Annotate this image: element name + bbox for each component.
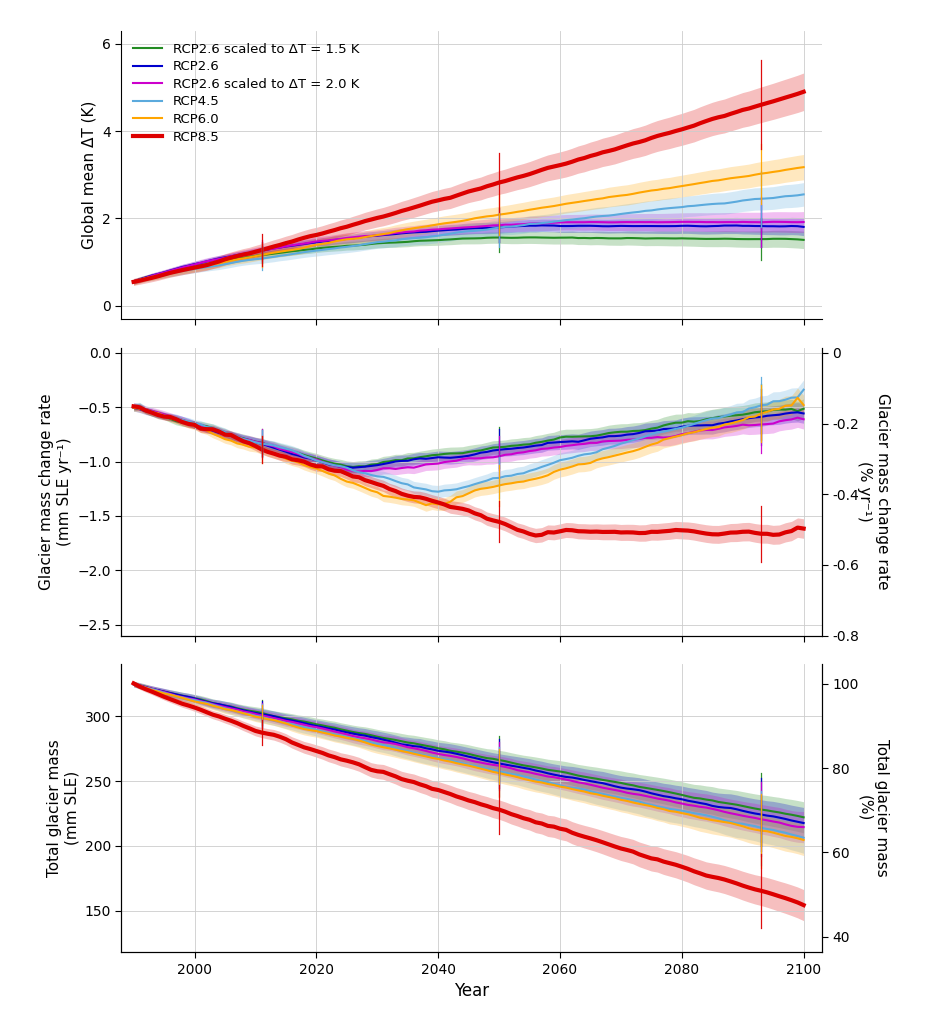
- RCP2.6 scaled to ΔT = 1.5 K: [524, 231, 535, 244]
- X-axis label: Year: Year: [454, 982, 489, 1000]
- RCP2.6: [299, 238, 310, 250]
- RCP8.5: [439, 193, 450, 205]
- RCP4.5: [517, 219, 529, 231]
- RCP2.6 scaled to ΔT = 2.0 K: [280, 241, 291, 253]
- Y-axis label: Global mean ΔT (K): Global mean ΔT (K): [81, 100, 96, 249]
- RCP2.6 scaled to ΔT = 2.0 K: [128, 275, 139, 288]
- RCP2.6: [517, 220, 529, 232]
- RCP2.6: [280, 241, 291, 253]
- RCP6.0: [299, 242, 310, 254]
- RCP8.5: [280, 237, 291, 249]
- RCP4.5: [280, 249, 291, 261]
- RCP2.6 scaled to ΔT = 1.5 K: [780, 232, 791, 245]
- RCP2.6 scaled to ΔT = 1.5 K: [128, 275, 139, 288]
- RCP6.0: [128, 276, 139, 289]
- RCP2.6 scaled to ΔT = 1.5 K: [280, 246, 291, 258]
- RCP4.5: [773, 190, 785, 203]
- RCP2.6 scaled to ΔT = 2.0 K: [798, 216, 809, 228]
- RCP2.6 scaled to ΔT = 1.5 K: [517, 231, 529, 244]
- RCP2.6 scaled to ΔT = 2.0 K: [517, 218, 529, 230]
- RCP2.6 scaled to ΔT = 1.5 K: [798, 233, 809, 246]
- RCP4.5: [128, 275, 139, 288]
- RCP2.6: [780, 220, 791, 232]
- RCP8.5: [773, 93, 785, 105]
- RCP2.6 scaled to ΔT = 2.0 K: [780, 216, 791, 228]
- RCP2.6: [128, 275, 139, 288]
- RCP4.5: [377, 236, 389, 248]
- RCP6.0: [377, 228, 389, 241]
- RCP8.5: [517, 170, 529, 182]
- Y-axis label: Total glacier mass
(mm SLE): Total glacier mass (mm SLE): [47, 739, 79, 878]
- Line: RCP2.6: RCP2.6: [134, 225, 803, 282]
- RCP2.6 scaled to ΔT = 2.0 K: [768, 216, 779, 228]
- RCP4.5: [798, 188, 809, 201]
- RCP8.5: [299, 231, 310, 244]
- Y-axis label: Glacier mass change rate
(% yr⁻¹): Glacier mass change rate (% yr⁻¹): [857, 393, 890, 590]
- RCP6.0: [517, 205, 529, 217]
- RCP2.6: [536, 219, 547, 231]
- RCP4.5: [299, 246, 310, 258]
- Line: RCP2.6 scaled to ΔT = 1.5 K: RCP2.6 scaled to ΔT = 1.5 K: [134, 238, 803, 282]
- Y-axis label: Glacier mass change rate
(mm SLE yr⁻¹): Glacier mass change rate (mm SLE yr⁻¹): [39, 393, 72, 590]
- RCP8.5: [128, 275, 139, 288]
- Line: RCP6.0: RCP6.0: [134, 167, 803, 283]
- RCP8.5: [377, 210, 389, 222]
- Y-axis label: Total glacier mass
(%): Total glacier mass (%): [856, 739, 889, 878]
- Line: RCP4.5: RCP4.5: [134, 195, 803, 282]
- Line: RCP2.6 scaled to ΔT = 2.0 K: RCP2.6 scaled to ΔT = 2.0 K: [134, 222, 803, 282]
- RCP6.0: [798, 161, 809, 173]
- RCP4.5: [439, 228, 450, 241]
- Legend: RCP2.6 scaled to ΔT = 1.5 K, RCP2.6, RCP2.6 scaled to ΔT = 2.0 K, RCP4.5, RCP6.0: RCP2.6 scaled to ΔT = 1.5 K, RCP2.6, RCP…: [128, 37, 364, 148]
- RCP2.6: [439, 224, 450, 237]
- Line: RCP8.5: RCP8.5: [134, 92, 803, 282]
- RCP2.6 scaled to ΔT = 2.0 K: [377, 228, 389, 241]
- RCP8.5: [798, 86, 809, 98]
- RCP2.6 scaled to ΔT = 1.5 K: [439, 233, 450, 246]
- RCP2.6 scaled to ΔT = 1.5 K: [299, 244, 310, 256]
- RCP6.0: [280, 245, 291, 257]
- RCP2.6 scaled to ΔT = 2.0 K: [439, 222, 450, 234]
- RCP6.0: [439, 217, 450, 229]
- RCP6.0: [773, 165, 785, 177]
- RCP2.6 scaled to ΔT = 1.5 K: [377, 237, 389, 249]
- RCP2.6: [798, 221, 809, 233]
- RCP2.6 scaled to ΔT = 2.0 K: [299, 238, 310, 250]
- RCP2.6: [377, 229, 389, 242]
